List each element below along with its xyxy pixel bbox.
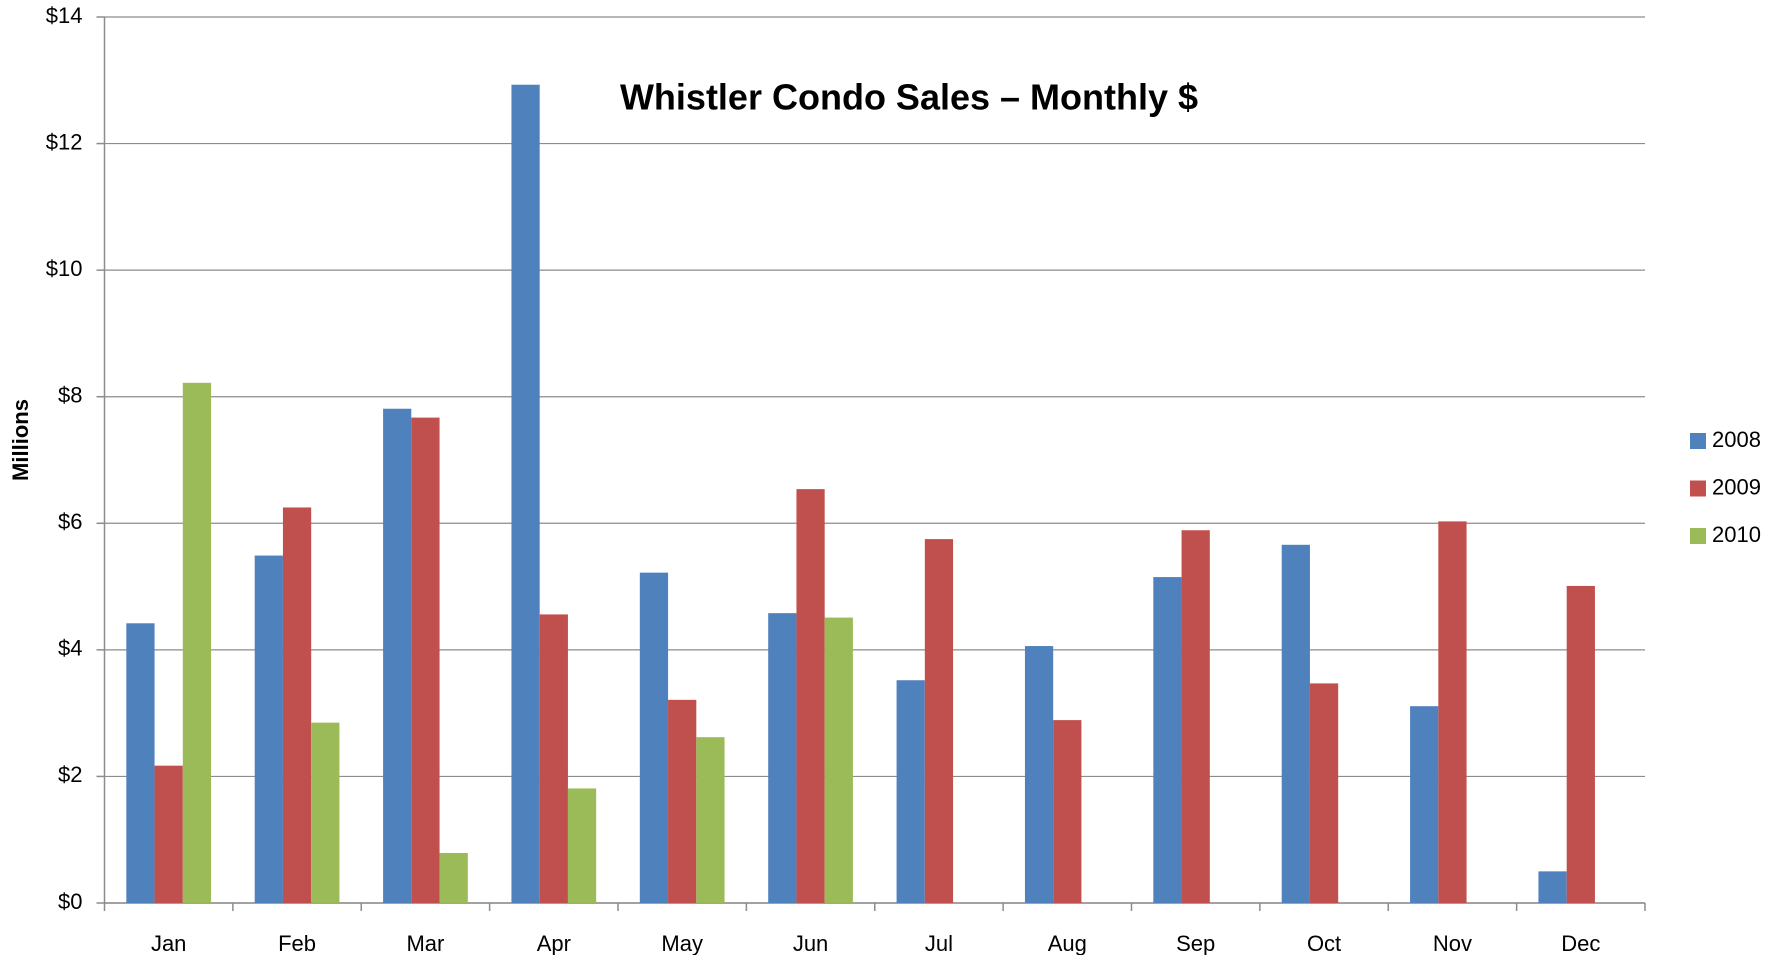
bar — [1566, 585, 1595, 903]
bar — [1024, 646, 1054, 903]
y-tick-label: $8 — [58, 383, 82, 408]
x-tick-label: Dec — [1561, 931, 1600, 955]
bar — [439, 853, 468, 903]
bar — [311, 722, 340, 903]
bar — [254, 555, 283, 903]
x-tick-label: Sep — [1176, 931, 1215, 955]
bar — [182, 382, 212, 903]
x-tick-label: Aug — [1048, 931, 1087, 955]
bar — [1538, 871, 1567, 903]
bar — [1410, 706, 1439, 903]
y-tick-label: $12 — [46, 129, 83, 154]
bar — [1438, 521, 1467, 903]
bar — [668, 699, 697, 903]
bar — [768, 613, 797, 903]
y-tick-label: $0 — [58, 889, 82, 914]
bar — [639, 572, 669, 903]
bar — [1153, 577, 1182, 903]
bar — [511, 84, 540, 904]
legend-label: 2010 — [1712, 522, 1761, 547]
x-tick-label: Feb — [278, 931, 316, 955]
bar — [411, 417, 440, 903]
x-tick-label: Mar — [406, 931, 444, 955]
bar — [282, 507, 312, 903]
y-tick-label: $10 — [46, 256, 83, 281]
legend-label: 2009 — [1712, 474, 1761, 499]
bar — [796, 489, 825, 903]
bar — [1181, 530, 1210, 903]
bar — [539, 614, 568, 903]
x-tick-label: Apr — [537, 931, 571, 955]
legend-swatch — [1690, 528, 1706, 544]
y-tick-label: $14 — [46, 3, 83, 28]
legend-swatch — [1690, 433, 1706, 449]
y-tick-label: $6 — [58, 509, 82, 534]
x-tick-label: Nov — [1433, 931, 1472, 955]
bar — [383, 408, 412, 903]
bar — [696, 737, 725, 903]
bar — [924, 539, 954, 903]
bar — [1309, 683, 1339, 903]
chart-title: Whistler Condo Sales – Monthly $ — [620, 77, 1198, 118]
x-tick-label: May — [661, 931, 703, 955]
legend-label: 2008 — [1712, 427, 1761, 452]
bar — [154, 765, 183, 903]
y-tick-label: $2 — [58, 762, 82, 787]
bar — [567, 788, 597, 903]
legend-swatch — [1690, 480, 1706, 497]
bar — [896, 680, 925, 903]
x-tick-label: Jul — [925, 931, 953, 955]
x-tick-label: Jun — [793, 931, 828, 955]
bar — [126, 623, 155, 903]
y-tick-label: $4 — [58, 636, 82, 661]
bar — [1281, 544, 1310, 903]
bar — [1053, 720, 1082, 903]
y-axis-title: Millions — [8, 399, 33, 481]
bar — [824, 617, 853, 903]
x-tick-label: Jan — [151, 931, 186, 955]
x-tick-label: Oct — [1307, 931, 1341, 955]
